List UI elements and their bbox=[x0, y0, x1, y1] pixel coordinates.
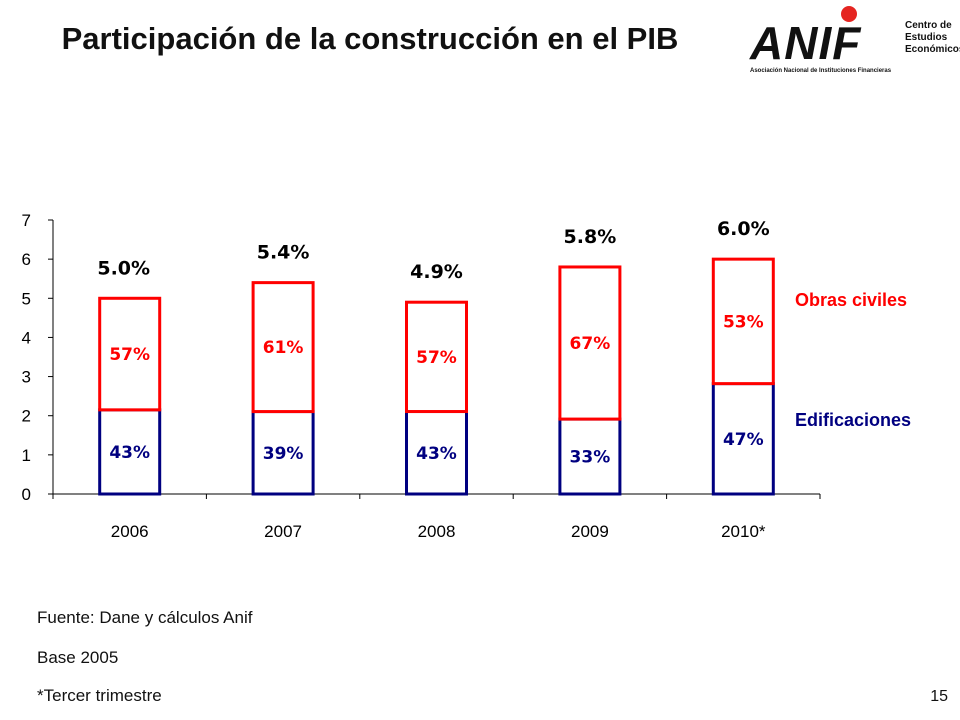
logo-wordmark: ANIF bbox=[750, 17, 862, 69]
page-number: 15 bbox=[930, 688, 948, 705]
x-tick-label: 2006 bbox=[111, 522, 149, 541]
bar-edificaciones bbox=[251, 410, 315, 496]
bar-obras-civiles bbox=[251, 281, 315, 414]
logo-dot-icon bbox=[841, 6, 857, 22]
x-tick-label: 2007 bbox=[264, 522, 302, 541]
data-label-obras-civiles: 57% bbox=[109, 345, 150, 365]
data-label-obras-civiles: 53% bbox=[723, 312, 764, 332]
total-label: 4.9% bbox=[410, 261, 463, 283]
total-label: 5.0% bbox=[97, 257, 150, 279]
data-label-edificaciones: 33% bbox=[570, 448, 611, 468]
logo-center-text: Centro de Estudios Económicos bbox=[905, 20, 960, 56]
legend-edificaciones: Edificaciones bbox=[795, 410, 911, 430]
base-note: Base 2005 bbox=[37, 648, 119, 667]
y-tick-label: 6 bbox=[22, 250, 31, 269]
bar-obras-civiles bbox=[98, 296, 162, 412]
data-label-edificaciones: 47% bbox=[723, 430, 764, 450]
y-tick-label: 3 bbox=[22, 368, 31, 387]
data-label-edificaciones: 43% bbox=[109, 443, 150, 463]
logo-association: Asociación Nacional de Instituciones Fin… bbox=[750, 68, 892, 74]
y-tick-label: 5 bbox=[22, 289, 31, 308]
y-tick-label: 4 bbox=[22, 328, 31, 347]
x-tick-label: 2009 bbox=[571, 522, 609, 541]
data-label-edificaciones: 43% bbox=[416, 444, 457, 464]
logo-center-line: Estudios bbox=[905, 32, 948, 43]
source-note: Fuente: Dane y cálculos Anif bbox=[37, 608, 253, 627]
y-tick-label: 0 bbox=[22, 485, 31, 504]
bar-edificaciones bbox=[98, 408, 162, 496]
footnote: *Tercer trimestre bbox=[37, 686, 162, 705]
page-title: Participación de la construcción en el P… bbox=[61, 21, 679, 56]
total-label: 5.8% bbox=[564, 226, 617, 248]
x-tick-label: 2010* bbox=[721, 522, 766, 541]
bar-obras-civiles bbox=[405, 300, 468, 414]
bar-obras-civiles bbox=[711, 257, 775, 386]
legend-obras-civiles: Obras civiles bbox=[795, 290, 907, 310]
total-label: 5.4% bbox=[257, 242, 310, 264]
data-label-edificaciones: 39% bbox=[263, 444, 304, 464]
data-label-obras-civiles: 61% bbox=[263, 338, 304, 358]
y-tick-label: 1 bbox=[22, 446, 31, 465]
anif-logo: ANIF Centro de Estudios Económicos Asoci… bbox=[750, 6, 960, 86]
data-label-obras-civiles: 57% bbox=[416, 348, 457, 368]
logo-center-line: Económicos bbox=[905, 44, 960, 55]
x-tick-label: 2008 bbox=[418, 522, 456, 541]
logo-center-line: Centro de bbox=[905, 20, 952, 31]
bar-edificaciones bbox=[711, 382, 775, 496]
bar-obras-civiles bbox=[558, 265, 622, 421]
total-label: 6.0% bbox=[717, 218, 770, 240]
data-label-obras-civiles: 67% bbox=[570, 334, 611, 354]
y-tick-label: 7 bbox=[22, 211, 31, 230]
y-tick-label: 2 bbox=[22, 407, 31, 426]
stacked-bar-chart: 0 1 2 3 4 5 6 7 43% 57% 5.0% 2006 39% 61% 5.4% 2007 43% 5… bbox=[22, 211, 912, 541]
